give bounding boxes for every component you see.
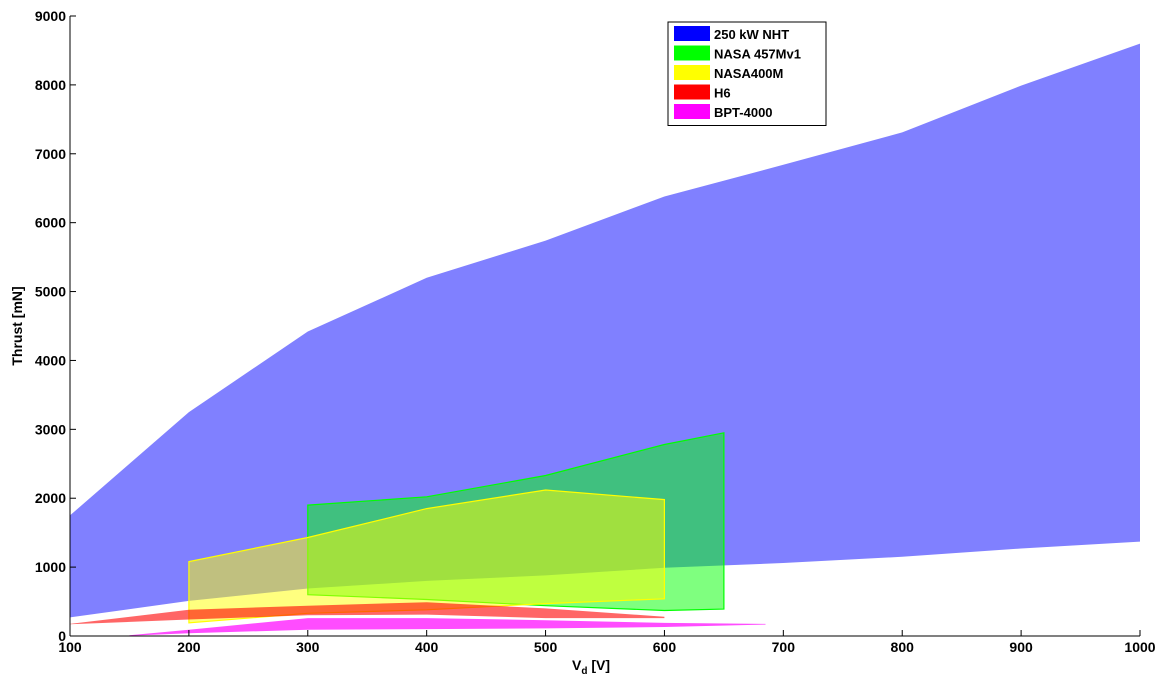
x-axis-label: Vd [V] bbox=[572, 657, 610, 677]
legend-label-nasa-457mv1: NASA 457Mv1 bbox=[714, 47, 801, 62]
x-tick-label-500: 500 bbox=[534, 639, 558, 655]
legend-label-bpt-4000: BPT-4000 bbox=[714, 105, 773, 120]
y-tick-label-2000: 2000 bbox=[35, 490, 66, 506]
y-tick-label-0: 0 bbox=[58, 628, 66, 644]
x-tick-label-200: 200 bbox=[177, 639, 201, 655]
y-tick-label-5000: 5000 bbox=[35, 284, 66, 300]
legend-swatch-bpt-4000 bbox=[674, 104, 710, 119]
y-tick-label-7000: 7000 bbox=[35, 146, 66, 162]
area-bpt-4000 bbox=[129, 618, 766, 636]
x-tick-label-400: 400 bbox=[415, 639, 439, 655]
y-tick-label-1000: 1000 bbox=[35, 559, 66, 575]
y-tick-label-9000: 9000 bbox=[35, 8, 66, 24]
x-tick-label-900: 900 bbox=[1009, 639, 1033, 655]
x-tick-label-800: 800 bbox=[891, 639, 915, 655]
legend-label-250-kw-nht: 250 kW NHT bbox=[714, 27, 789, 42]
legend-swatch-nasa400m bbox=[674, 65, 710, 80]
y-tick-label-4000: 4000 bbox=[35, 352, 66, 368]
x-tick-label-600: 600 bbox=[653, 639, 677, 655]
series-areas bbox=[70, 43, 1140, 636]
x-tick-label-100: 100 bbox=[58, 639, 82, 655]
area-250-kw-nht bbox=[70, 43, 1140, 618]
legend-label-h6: H6 bbox=[714, 86, 731, 101]
y-axis-label: Thrust [mN] bbox=[9, 286, 25, 365]
legend-swatch-nasa-457mv1 bbox=[674, 45, 710, 61]
x-tick-label-700: 700 bbox=[772, 639, 796, 655]
axes: 100 200 300 400 500 600 700 800 900 1000 0 1000 2000… bbox=[9, 8, 1156, 677]
y-tick-label-3000: 3000 bbox=[35, 421, 66, 437]
area-h6 bbox=[70, 602, 665, 625]
x-tick-label-300: 300 bbox=[296, 639, 320, 655]
legend: 250 kW NHT NASA 457Mv1 NASA400M H6 BPT-4000 bbox=[667, 21, 827, 126]
legend-swatch-h6 bbox=[674, 84, 710, 100]
y-tick-label-8000: 8000 bbox=[35, 77, 66, 93]
y-tick-label-6000: 6000 bbox=[35, 215, 66, 231]
x-tick-label-1000: 1000 bbox=[1124, 639, 1155, 655]
legend-swatch-250-kw-nht bbox=[674, 26, 710, 41]
legend-label-nasa400m: NASA400M bbox=[714, 66, 783, 81]
